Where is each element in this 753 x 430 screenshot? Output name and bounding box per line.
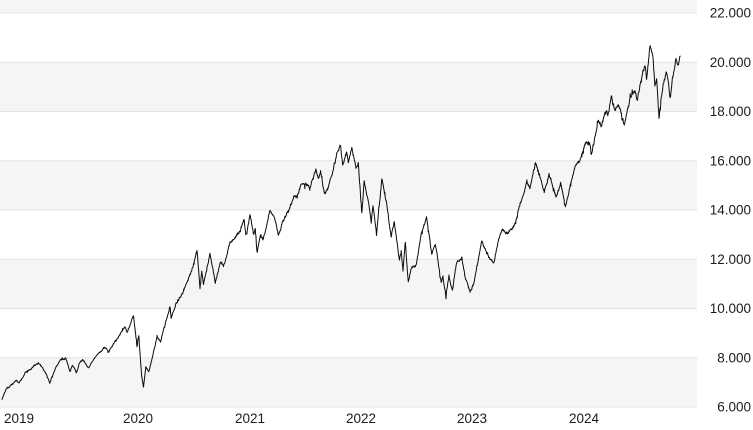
y-axis-label: 8.000 — [717, 350, 751, 365]
band — [0, 160, 697, 210]
y-axis-label: 18.000 — [710, 104, 751, 119]
y-axis-label: 14.000 — [710, 203, 751, 218]
x-axis-labels: 2019 2020 2021 2022 2023 2024 — [4, 411, 600, 426]
band — [0, 259, 697, 309]
x-axis-label: 2019 — [4, 411, 34, 426]
band — [0, 0, 697, 13]
x-axis-label: 2021 — [235, 411, 265, 426]
x-axis-label: 2020 — [123, 411, 153, 426]
y-axis-label: 16.000 — [710, 153, 751, 168]
band — [0, 357, 697, 407]
y-axis-label: 22.000 — [710, 6, 751, 21]
y-axis-label: 20.000 — [710, 55, 751, 70]
y-axis-labels: 22.000 20.000 18.000 16.000 14.000 12.000 10.0… — [710, 6, 751, 415]
alternating-background-bands — [0, 0, 697, 407]
y-axis-label: 10.000 — [710, 301, 751, 316]
y-axis-label: 12.000 — [710, 252, 751, 267]
y-axis-label: 6.000 — [717, 400, 751, 415]
x-axis-label: 2022 — [346, 411, 376, 426]
x-axis-label: 2024 — [569, 411, 600, 426]
x-axis-label: 2023 — [457, 411, 487, 426]
band — [0, 62, 697, 112]
horizontal-gridlines — [0, 12, 697, 408]
price-line-series — [1, 45, 681, 400]
